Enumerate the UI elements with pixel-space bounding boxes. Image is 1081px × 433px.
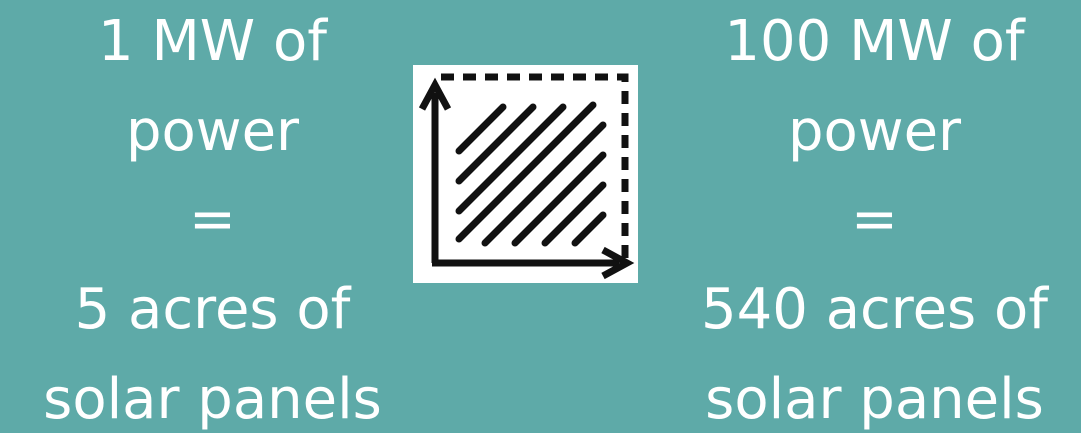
left-solar-panels-text: solar panels	[43, 367, 382, 432]
left-equals-sign: =	[189, 187, 236, 252]
up-arrow-icon	[418, 77, 452, 111]
left-acres-text: 5 acres of	[74, 277, 351, 342]
area-icon-graphic	[418, 73, 635, 280]
right-power-text: 100 MW of	[724, 9, 1025, 74]
right-solar-panels-text: solar panels	[705, 367, 1044, 432]
dashed-boundary	[441, 73, 629, 265]
left-power-text: 1 MW of	[98, 9, 327, 74]
right-acres-text: 540 acres of	[701, 277, 1048, 342]
area-icon	[413, 65, 638, 283]
hatch-lines	[455, 101, 607, 247]
left-power-word: power	[125, 99, 300, 164]
right-arrow-icon	[601, 246, 635, 280]
right-equals-sign: =	[851, 187, 898, 252]
right-power-word: power	[787, 99, 962, 164]
